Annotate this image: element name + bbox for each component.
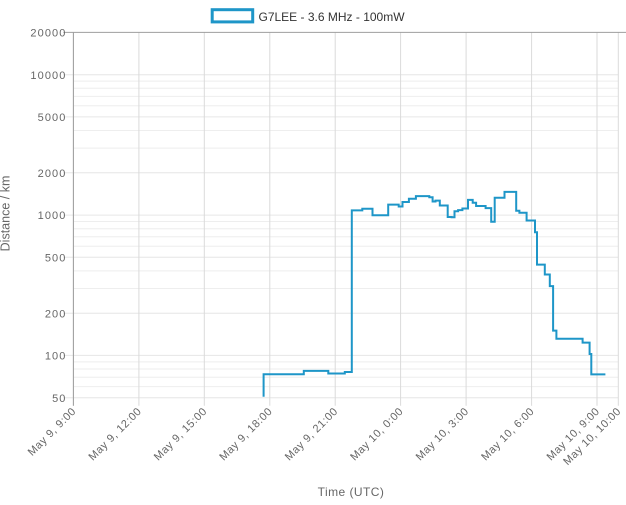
svg-text:Time (UTC): Time (UTC) bbox=[318, 485, 385, 499]
svg-text:100: 100 bbox=[45, 351, 67, 363]
svg-text:200: 200 bbox=[45, 308, 67, 320]
svg-text:G7LEE - 3.6 MHz - 100mW: G7LEE - 3.6 MHz - 100mW bbox=[259, 10, 406, 24]
svg-text:500: 500 bbox=[45, 253, 67, 265]
svg-text:10000: 10000 bbox=[30, 70, 66, 82]
svg-text:2000: 2000 bbox=[38, 168, 67, 180]
svg-text:Distance / km: Distance / km bbox=[0, 176, 13, 252]
svg-text:1000: 1000 bbox=[38, 210, 67, 222]
svg-text:5000: 5000 bbox=[38, 112, 67, 124]
svg-text:20000: 20000 bbox=[30, 28, 66, 40]
svg-text:50: 50 bbox=[52, 393, 66, 405]
